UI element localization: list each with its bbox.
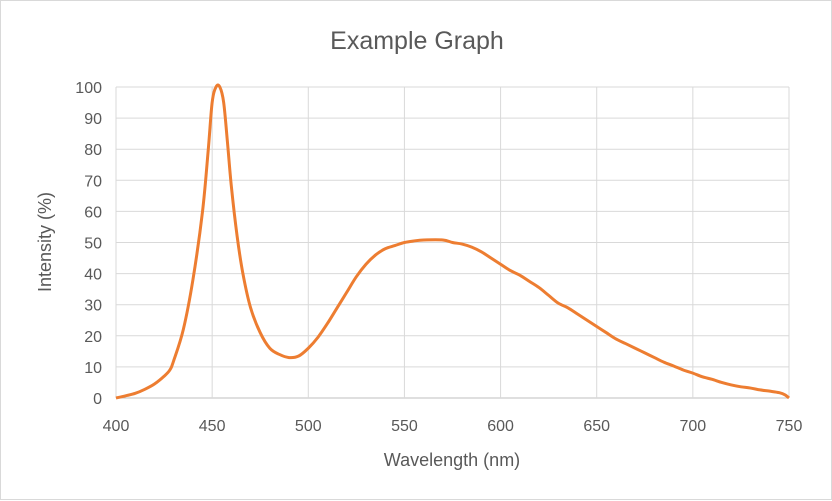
y-tick-label: 0 [93,391,102,408]
y-tick-labels: 0 10 20 30 40 50 60 70 80 90 100 [75,80,102,408]
x-tick-label: 550 [391,418,418,435]
series-line [115,83,790,400]
x-tick-label: 700 [680,418,707,435]
chart-title: Example Graph [330,27,504,55]
y-tick-label: 100 [75,80,102,97]
x-tick-label: 500 [295,418,322,435]
x-tick-label: 400 [103,418,130,435]
y-tick-label: 50 [84,236,102,253]
x-tick-label: 600 [487,418,514,435]
y-axis-label: Intensity (%) [35,192,55,292]
x-tick-label: 450 [199,418,226,435]
y-tick-label: 60 [84,204,102,221]
y-tick-label: 20 [84,329,102,346]
y-tick-label: 40 [84,267,102,284]
y-tick-label: 10 [84,360,102,377]
y-tick-label: 30 [84,298,102,315]
y-tick-label: 80 [84,142,102,159]
x-tick-labels: 400 450 500 550 600 650 700 750 [103,418,803,435]
x-tick-label: 750 [776,418,803,435]
y-tick-label: 70 [84,173,102,190]
y-tick-label: 90 [84,111,102,128]
x-axis-label: Wavelength (nm) [384,450,520,470]
x-tick-label: 650 [583,418,610,435]
